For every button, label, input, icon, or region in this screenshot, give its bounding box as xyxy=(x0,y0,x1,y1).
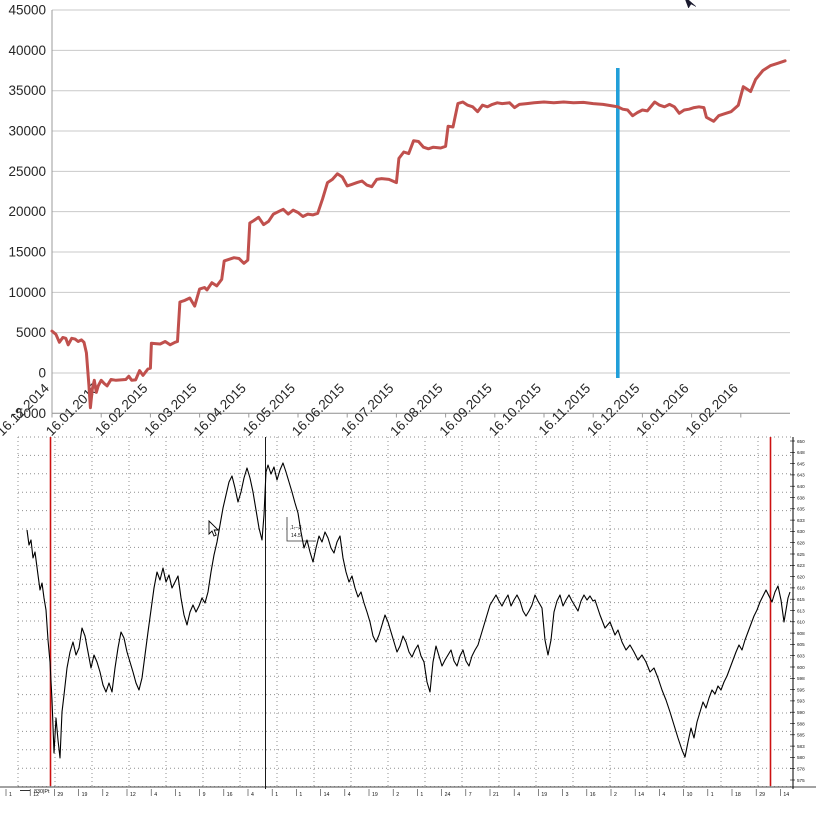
x-axis-label: 21 xyxy=(493,792,499,798)
x-tick-label: 16.09.2015 xyxy=(437,381,495,439)
right-axis-label: 623 xyxy=(797,563,805,568)
y-tick-label: 0 xyxy=(38,366,46,381)
y-tick-label: 25000 xyxy=(8,164,46,179)
x-axis-label: 19 xyxy=(82,792,88,798)
x-tick-label: 16.07.2015 xyxy=(338,381,396,439)
right-axis-label: 600 xyxy=(797,665,805,670)
right-axis-label: 593 xyxy=(797,699,805,704)
right-axis-label: 603 xyxy=(797,654,805,659)
y-tick-label: 15000 xyxy=(8,245,46,260)
right-axis-label: 590 xyxy=(797,710,805,715)
y-tick-label: 30000 xyxy=(8,124,46,139)
right-axis-label: 650 xyxy=(797,439,805,444)
x-axis-label: 29 xyxy=(57,792,63,798)
x-axis-label: 4 xyxy=(154,792,157,798)
x-axis-label: 14 xyxy=(324,792,330,798)
annotation-text: 14.5 xyxy=(291,533,301,539)
right-axis-label: 618 xyxy=(797,586,805,591)
price-terminal-chart[interactable]: 650 648 645 643 640 638 635 633 630 628 625 623 620 6… xyxy=(0,436,816,798)
right-axis-label: 608 xyxy=(797,631,805,636)
x-tick-label: 16.01.2016 xyxy=(633,381,691,439)
x-tick-label: 16.06.2015 xyxy=(289,381,347,439)
right-axis-label: 635 xyxy=(797,507,805,512)
x-axis-label: 4 xyxy=(348,792,351,798)
right-axis-label: 575 xyxy=(797,778,805,783)
x-tick-label: 16.02.2016 xyxy=(683,381,741,439)
mouse-cursor-icon xyxy=(685,0,697,9)
right-axis-label: 638 xyxy=(797,495,805,500)
annotation-text: 1---3 xyxy=(291,525,302,531)
y-tick-label: 20000 xyxy=(8,204,46,219)
x-axis-label: 24 xyxy=(445,792,451,798)
right-axis-label: 648 xyxy=(797,450,805,455)
y-tick-label: 10000 xyxy=(8,285,46,300)
right-axis-label: 585 xyxy=(797,733,805,738)
x-axis-label: 1 xyxy=(178,792,181,798)
x-axis-label: 2 xyxy=(396,792,399,798)
legend-label: 830|Pt xyxy=(34,789,50,795)
right-axis-label: 640 xyxy=(797,484,805,489)
right-axis-label: 595 xyxy=(797,687,805,692)
mouse-cursors xyxy=(208,0,697,537)
x-axis-label: 16 xyxy=(590,792,596,798)
right-axis-label: 598 xyxy=(797,676,805,681)
x-axis-label: 12 xyxy=(33,792,39,798)
right-axis-label: 578 xyxy=(797,767,805,772)
x-axis-label: 12 xyxy=(130,792,136,798)
x-axis-label: 1 xyxy=(711,792,714,798)
x-axis-label: 19 xyxy=(541,792,547,798)
x-axis-label: 4 xyxy=(517,792,520,798)
x-axis-label: 4 xyxy=(251,792,254,798)
equity-curve-chart[interactable]: 45000 40000 35000 30000 25000 20000 15000 10000… xyxy=(0,3,790,439)
x-axis-label: 3 xyxy=(566,792,569,798)
right-axis-label: 630 xyxy=(797,529,805,534)
x-axis-label: 1 xyxy=(420,792,423,798)
y-tick-label: -5000 xyxy=(11,406,46,421)
x-axis-label: 7 xyxy=(469,792,472,798)
x-axis-label: 1 xyxy=(299,792,302,798)
x-axis-label: 4 xyxy=(662,792,665,798)
price-series-line xyxy=(26,462,791,759)
right-axis-label: 620 xyxy=(797,574,805,579)
right-axis-label: 605 xyxy=(797,642,805,647)
x-axis-label: 1 xyxy=(9,792,12,798)
right-axis-label: 610 xyxy=(797,620,805,625)
equity-series-line xyxy=(50,59,787,410)
x-tick-label: 16.02.2015 xyxy=(92,381,150,439)
right-axis-label: 613 xyxy=(797,608,805,613)
x-axis-label: 10 xyxy=(687,792,693,798)
right-axis-label: 580 xyxy=(797,755,805,760)
x-axis-label: 18 xyxy=(735,792,741,798)
x-tick-label: 16.12.2015 xyxy=(584,381,642,439)
y-tick-label: 35000 xyxy=(8,83,46,98)
right-axis-label: 645 xyxy=(797,461,805,466)
right-axis-label: 588 xyxy=(797,721,805,726)
x-axis-label: 16 xyxy=(227,792,233,798)
x-axis-label: 9 xyxy=(203,792,206,798)
x-axis-label: 2 xyxy=(614,792,617,798)
x-axis-label: 29 xyxy=(759,792,765,798)
x-axis-label: 14 xyxy=(638,792,644,798)
x-tick-label: 16.08.2015 xyxy=(387,381,445,439)
x-tick-label: 16.10.2015 xyxy=(486,381,544,439)
y-tick-label: 5000 xyxy=(16,325,46,340)
x-axis-label: 1 xyxy=(275,792,278,798)
x-axis-label: 2 xyxy=(106,792,109,798)
x-axis-label: 19 xyxy=(372,792,378,798)
right-axis-label: 583 xyxy=(797,744,805,749)
right-axis-label: 625 xyxy=(797,552,805,557)
x-tick-label: 16.04.2015 xyxy=(191,381,249,439)
right-axis-label: 615 xyxy=(797,597,805,602)
y-tick-label: 45000 xyxy=(8,3,46,18)
x-axis-label: 14 xyxy=(783,792,789,798)
y-tick-label: 40000 xyxy=(8,43,46,58)
right-axis-label: 628 xyxy=(797,541,805,546)
x-tick-label: 16.05.2015 xyxy=(240,381,298,439)
right-axis-label: 633 xyxy=(797,518,805,523)
right-axis-label: 643 xyxy=(797,473,805,478)
mouse-cursor-icon xyxy=(208,519,220,537)
x-tick-label: 16.03.2015 xyxy=(141,381,199,439)
